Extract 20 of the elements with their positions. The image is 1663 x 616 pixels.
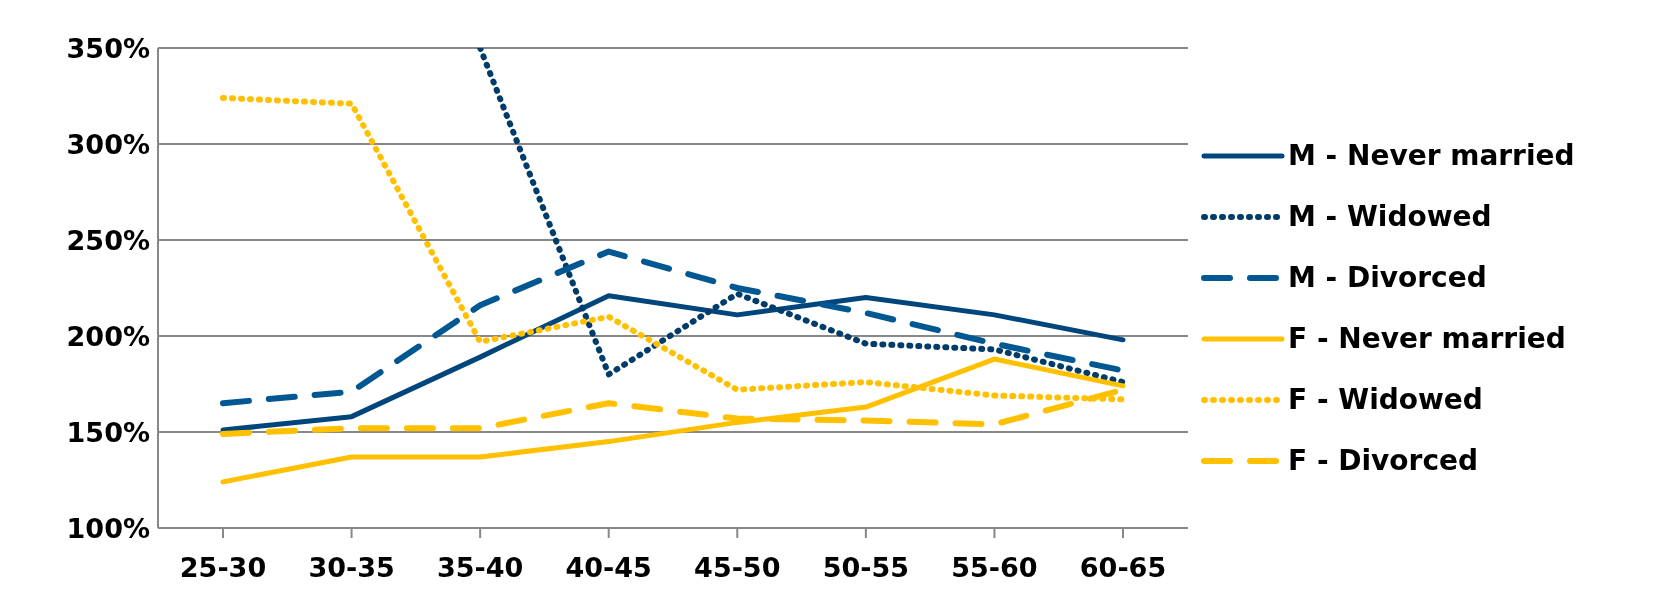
legend-label: F - Widowed — [1288, 383, 1483, 416]
x-tick-label: 55-60 — [951, 552, 1038, 584]
x-tick-label: 45-50 — [694, 552, 781, 584]
legend-label: M - Divorced — [1288, 261, 1487, 294]
x-tick-label: 35-40 — [436, 552, 524, 584]
x-tick-label: 40-45 — [565, 552, 652, 584]
x-tick-label: 50-55 — [822, 552, 910, 584]
legend-label: F - Never married — [1288, 322, 1566, 355]
legend-label: M - Widowed — [1288, 200, 1492, 233]
x-tick-label: 30-35 — [308, 552, 395, 584]
x-tick-label: 25-30 — [179, 552, 267, 584]
y-tick-label: 250% — [66, 224, 150, 256]
legend-label: F - Divorced — [1288, 444, 1479, 477]
y-tick-label: 100% — [66, 512, 150, 544]
y-tick-label: 150% — [66, 416, 150, 448]
legend-label: M - Never married — [1288, 139, 1575, 172]
y-tick-label: 200% — [66, 320, 150, 352]
y-tick-label: 300% — [66, 128, 150, 160]
y-tick-label: 350% — [66, 32, 150, 64]
x-tick-label: 60-65 — [1079, 552, 1167, 584]
